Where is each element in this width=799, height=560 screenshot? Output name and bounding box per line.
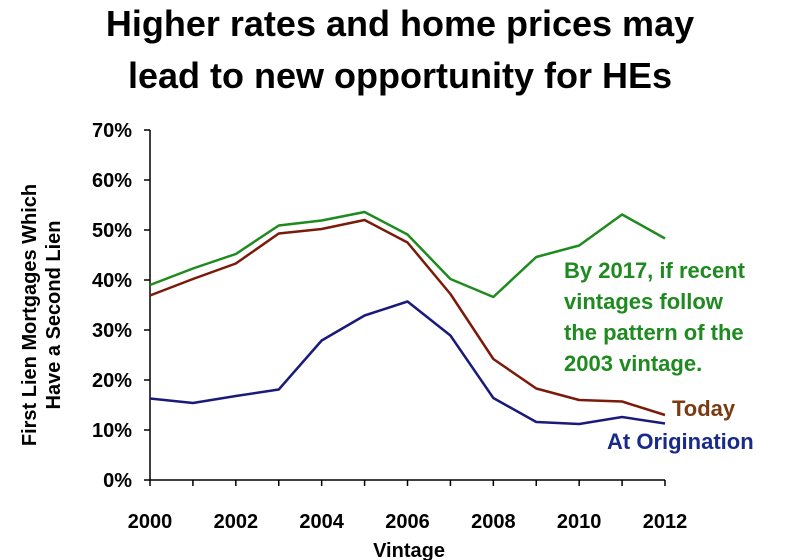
y-axis-label-line-1: First Lien Mortgages Which — [19, 184, 41, 446]
x-axis-label: Vintage — [373, 540, 445, 560]
y-tick-label: 60% — [92, 170, 132, 192]
annotation-line-2: vintages follow — [564, 289, 724, 314]
x-tick-label: 2004 — [299, 511, 344, 533]
y-tick-label: 70% — [92, 120, 132, 142]
x-ticks: 2000 2002 2004 2006 2008 2010 2012 — [128, 480, 688, 533]
x-tick-label: 2012 — [643, 511, 688, 533]
x-tick-label: 2006 — [385, 511, 430, 533]
chart-title-line-1: Higher rates and home prices may — [106, 3, 694, 44]
x-tick-label: 2010 — [557, 511, 602, 533]
series-line-today — [149, 218, 666, 417]
y-tick-label: 40% — [92, 270, 132, 292]
x-tick-label: 2008 — [471, 511, 516, 533]
y-tick-label: 0% — [103, 470, 132, 492]
y-tick-label: 10% — [92, 420, 132, 442]
x-tick-label: 2000 — [128, 511, 173, 533]
y-ticks: 0% 10% 20% 30% 40% 50% 60% 70% — [92, 120, 150, 492]
annotation: By 2017, if recent vintages follow the p… — [564, 258, 746, 376]
series-label-at-origination: At Origination — [607, 429, 754, 454]
series-label-today: Today — [672, 396, 736, 421]
annotation-line-1: By 2017, if recent — [564, 258, 746, 283]
series-lines — [149, 210, 666, 426]
y-tick-label: 20% — [92, 370, 132, 392]
series-line-at-origination — [149, 300, 666, 426]
chart-title-line-2: lead to new opportunity for HEs — [128, 55, 672, 96]
y-tick-label: 50% — [92, 220, 132, 242]
y-tick-label: 30% — [92, 320, 132, 342]
annotation-line-4: 2003 vintage. — [564, 351, 702, 376]
annotation-line-3: the pattern of the — [564, 320, 744, 345]
x-tick-label: 2002 — [214, 511, 259, 533]
y-axis-label-line-2: Have a Second Lien — [43, 221, 65, 410]
series-line-projected — [149, 210, 666, 299]
